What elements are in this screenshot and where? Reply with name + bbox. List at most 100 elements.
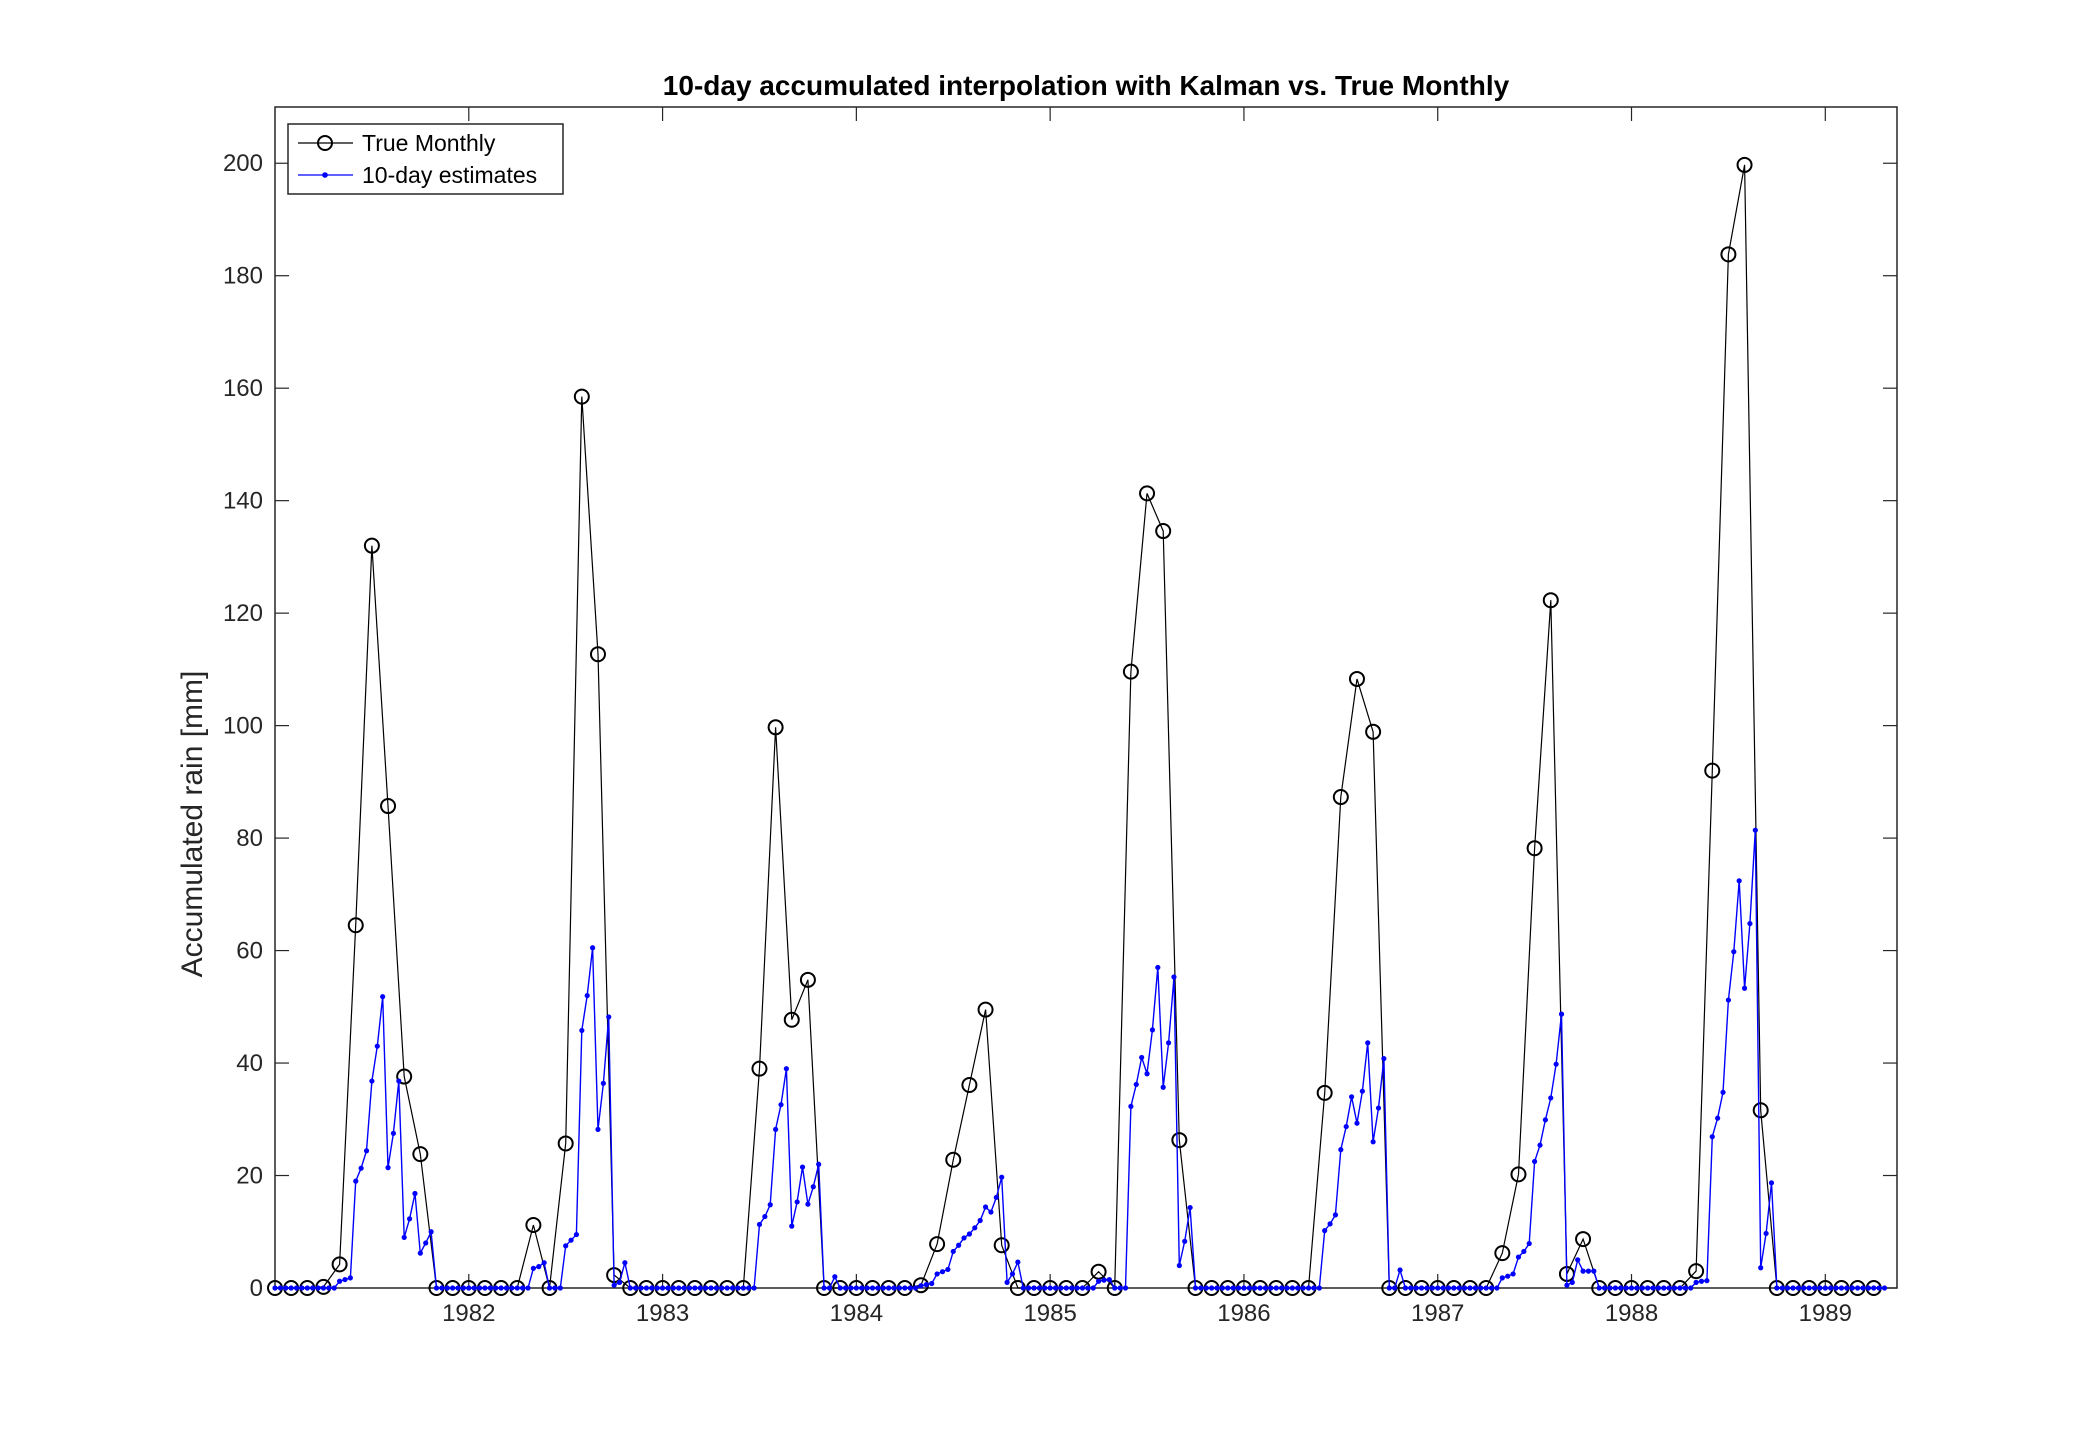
data-point-10-day-estimates [412,1190,418,1197]
data-point-10-day-estimates [1865,1285,1871,1291]
data-point-10-day-estimates [277,1285,283,1291]
data-point-10-day-estimates [1375,1105,1382,1111]
data-point-10-day-estimates [1467,1285,1473,1291]
data-point-10-day-estimates [1666,1285,1672,1291]
data-point-10-day-estimates [1575,1257,1581,1263]
y-tick-label: 120 [223,600,263,627]
x-tick-label: 1984 [830,1300,883,1327]
data-point-10-day-estimates [1558,1011,1565,1017]
data-point-10-day-estimates [1779,1285,1785,1291]
data-point-10-day-estimates [886,1285,892,1291]
data-point-10-day-estimates [380,994,386,1000]
data-point-10-day-estimates [966,1231,973,1237]
data-point-10-day-estimates [853,1285,859,1291]
data-point-true-monthly [1171,1132,1188,1149]
data-point-10-day-estimates [498,1285,504,1291]
data-point-10-day-estimates [1381,1055,1387,1062]
data-point-10-day-estimates [530,1265,536,1271]
data-point-10-day-estimates [713,1285,720,1291]
data-point-true-monthly [977,1001,994,1018]
y-tick-label: 200 [223,150,263,177]
data-point-10-day-estimates [1591,1268,1597,1274]
data-point-10-day-estimates [1322,1228,1328,1234]
data-point-10-day-estimates [584,992,590,999]
y-axis: 0 20 40 60 80 100 120 140 160 180 200 [223,150,1897,1302]
data-point-10-day-estimates [993,1194,999,1201]
data-point-10-day-estimates [1494,1285,1500,1291]
data-point-10-day-estimates [1854,1285,1861,1291]
data-point-true-monthly [573,388,590,405]
x-tick-label: 1988 [1605,1300,1658,1327]
data-point-10-day-estimates [1348,1094,1355,1100]
data-point-10-day-estimates [1079,1285,1086,1291]
data-point-10-day-estimates [552,1285,558,1291]
data-point-10-day-estimates [1634,1285,1640,1291]
data-point-10-day-estimates [746,1285,752,1291]
data-point-10-day-estimates [1095,1278,1102,1284]
data-point-10-day-estimates [1273,1285,1279,1291]
data-point-10-day-estimates [482,1285,488,1291]
data-point-10-day-estimates [423,1240,429,1246]
data-point-10-day-estimates [826,1285,833,1291]
data-point-10-day-estimates [1058,1285,1064,1291]
data-point-10-day-estimates [773,1126,779,1133]
data-point-10-day-estimates [579,1027,585,1034]
data-point-10-day-estimates [794,1199,800,1205]
data-point-true-monthly [331,1256,348,1273]
data-point-10-day-estimates [315,1285,321,1291]
data-point-10-day-estimates [606,1014,612,1020]
data-point-10-day-estimates [1871,1285,1877,1291]
data-point-true-monthly [1155,523,1172,540]
data-point-10-day-estimates [299,1285,305,1291]
legend-box [287,123,564,195]
data-point-10-day-estimates [1370,1139,1376,1145]
data-point-10-day-estimates [676,1285,682,1291]
data-point-10-day-estimates [1521,1248,1527,1255]
data-point-true-monthly [799,971,816,988]
legend-estimates-marker [322,172,328,178]
data-point-10-day-estimates [455,1285,461,1291]
data-point-10-day-estimates [832,1274,838,1280]
data-point-10-day-estimates [1036,1285,1042,1291]
data-point-10-day-estimates [1462,1285,1468,1291]
data-point-10-day-estimates [756,1221,763,1228]
data-point-10-day-estimates [336,1278,343,1284]
data-point-10-day-estimates [363,1148,370,1154]
data-point-10-day-estimates [627,1285,633,1291]
data-point-10-day-estimates [1284,1285,1290,1291]
x-tick-label: 1985 [1023,1300,1076,1327]
data-point-10-day-estimates [670,1285,676,1291]
data-point-10-day-estimates [982,1204,989,1210]
data-point-10-day-estimates [724,1285,730,1291]
legend-estimates-label: 10-day estimates [362,162,537,188]
data-point-10-day-estimates [433,1285,440,1291]
data-point-10-day-estimates [821,1285,827,1291]
y-tick-label: 100 [223,713,263,740]
y-tick-label: 80 [236,825,263,852]
data-point-10-day-estimates [735,1285,741,1291]
data-point-true-monthly [1542,592,1559,609]
data-point-10-day-estimates [934,1271,940,1277]
data-point-true-monthly [347,917,364,934]
data-point-10-day-estimates [1655,1285,1662,1291]
data-point-10-day-estimates [1149,1027,1156,1033]
data-point-10-day-estimates [1047,1285,1053,1291]
data-point-10-day-estimates [1440,1285,1446,1291]
data-point-10-day-estimates [1838,1285,1845,1291]
data-point-10-day-estimates [923,1282,929,1288]
data-point-true-monthly [1510,1166,1527,1183]
data-point-10-day-estimates [1811,1285,1818,1291]
data-point-10-day-estimates [1785,1285,1791,1291]
chart-title: 10-day accumulated interpolation with Ka… [663,70,1510,101]
data-point-10-day-estimates [1241,1285,1247,1291]
data-point-10-day-estimates [450,1285,456,1291]
data-point-10-day-estimates [988,1209,994,1215]
data-point-10-day-estimates [1736,878,1742,884]
data-point-10-day-estimates [1069,1285,1075,1291]
data-point-10-day-estimates [1828,1285,1834,1291]
data-point-10-day-estimates [1564,1282,1570,1288]
y-tick-label: 180 [223,263,263,290]
data-point-10-day-estimates [1176,1262,1182,1269]
y-tick-label: 60 [236,938,263,965]
data-point-10-day-estimates [1698,1278,1705,1284]
